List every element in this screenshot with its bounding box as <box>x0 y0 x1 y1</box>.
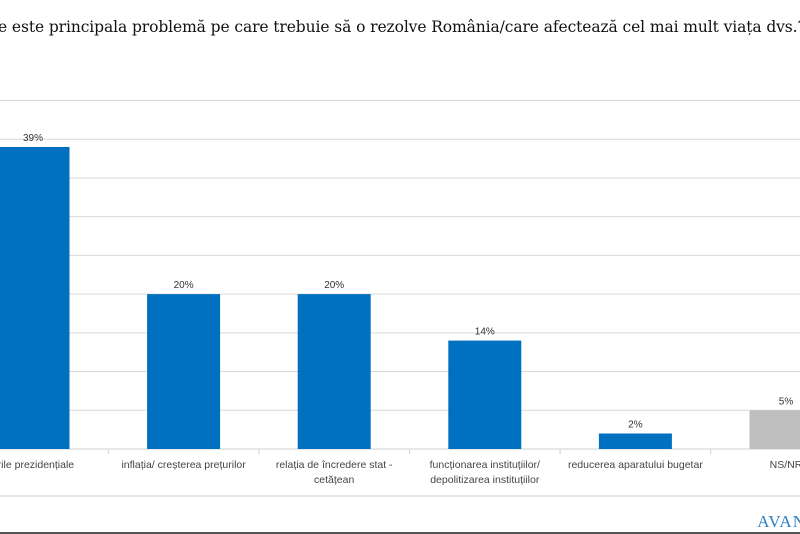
bar <box>297 294 371 449</box>
bar <box>749 410 800 449</box>
bar <box>147 294 221 449</box>
bar <box>598 433 672 449</box>
category-label: reducerea aparatului bugetar <box>568 459 703 471</box>
bar <box>0 146 70 449</box>
category-label: relația de încredere stat - <box>276 459 393 471</box>
bar <box>448 340 522 449</box>
data-label: 20% <box>174 280 194 291</box>
category-label: inflația/ creșterea prețurilor <box>121 459 246 471</box>
data-label: 14% <box>475 327 495 338</box>
chart-title: e este principala problemă pe care trebu… <box>0 18 800 36</box>
data-label: 20% <box>324 280 344 291</box>
category-label: depolitizarea instituțiilor <box>430 474 540 486</box>
data-label: 5% <box>779 396 794 407</box>
data-label: 39% <box>23 133 43 144</box>
category-label: NS/NR <box>770 459 800 471</box>
category-label: funcționarea instituțiilor/ <box>430 459 540 471</box>
data-label: 2% <box>628 420 643 431</box>
category-label: erile prezidențiale <box>0 459 74 471</box>
logo: AVAN <box>757 512 800 531</box>
category-label: cetățean <box>314 474 354 486</box>
